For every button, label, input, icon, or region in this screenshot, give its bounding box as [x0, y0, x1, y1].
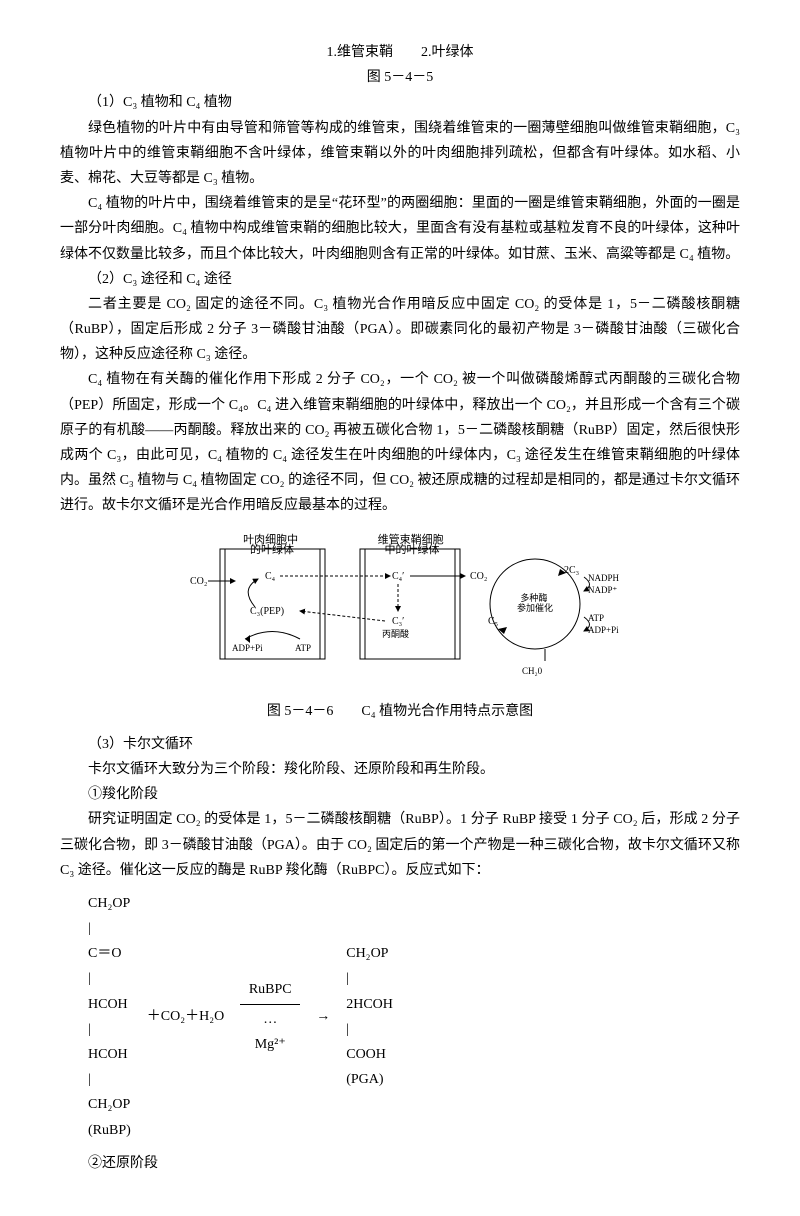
rubp-l8: |	[88, 1067, 131, 1092]
nadph-label: NADPH	[588, 573, 620, 583]
figure-5-4-5-legend: 1.维管束鞘 2.叶绿体	[60, 40, 740, 65]
section-1-p1: 绿色植物的叶片中有由导管和筛管等构成的维管束，围绕着维管束的一圈薄壁细胞叫做维管…	[60, 116, 740, 192]
c3-prime-label: C₃′	[392, 616, 404, 627]
reaction-plus: ＋CO₂＋H₂O	[139, 891, 232, 1143]
leaf-label-2: 的叶绿体	[250, 542, 294, 556]
svg-text:维管束鞘细胞 中的叶绿体: 维管束鞘细胞 中的叶绿体	[378, 532, 447, 556]
adp-pi2-label: ADP+Pi	[588, 625, 619, 635]
pga-l2: |	[346, 966, 393, 991]
nadp-label: NADP⁺	[588, 585, 618, 595]
section-3-sub1: ①羧化阶段	[60, 782, 740, 807]
co2-right-label: CO₂	[470, 571, 487, 582]
figure-5-4-6-caption: 图 5－4－6 C₄ 植物光合作用特点示意图	[60, 699, 740, 724]
section-3-p1: 卡尔文循环大致分为三个阶段：羧化阶段、还原阶段和再生阶段。	[60, 757, 740, 782]
svg-text:叶肉细胞中 的叶绿体: 叶肉细胞中 的叶绿体	[243, 533, 301, 556]
rubp-l7: HCOH	[88, 1042, 131, 1067]
rubp-l5: HCOH	[88, 992, 131, 1017]
atp-label: ATP	[295, 643, 311, 653]
section-3-p2: 研究证明固定 CO₂ 的受体是 1，5－二磷酸核酮糖（RuBP）。1 分子 Ru…	[60, 807, 740, 883]
section-3-heading: （3）卡尔文循环	[60, 732, 740, 757]
rubp-l10: (RuBP)	[88, 1118, 131, 1143]
rubp-l2: |	[88, 916, 131, 941]
ch2o-label: CH₂0	[522, 666, 543, 676]
enzymes-1: 多种酶	[520, 592, 547, 603]
atp2-label: ATP	[588, 613, 604, 623]
section-2-heading: （2）C₃ 途径和 C₄ 途径	[60, 267, 740, 292]
section-4-sub2: ②还原阶段	[60, 1151, 740, 1176]
rubp-l3: C＝O	[88, 941, 131, 966]
section-2-p2: C₄ 植物在有关酶的催化作用下形成 2 分子 CO₂，一个 CO₂ 被一个叫做磷…	[60, 367, 740, 518]
pga-l5: COOH	[346, 1042, 393, 1067]
reaction-enzyme: RuBPC	[240, 977, 300, 1002]
c4-prime-label: C₄′	[392, 571, 404, 582]
pga-l1: CH₂OP	[346, 941, 393, 966]
pga-l3: 2HCOH	[346, 992, 393, 1017]
enzymes-2: 参加催化	[517, 602, 553, 613]
reaction-mg: Mg²⁺	[240, 1032, 300, 1057]
co2-left: CO₂	[190, 576, 207, 587]
rubp-l9: CH₂OP	[88, 1092, 131, 1117]
c3-pep-label: C₃(PEP)	[250, 606, 284, 617]
reaction-arrow: →	[308, 891, 338, 1143]
svg-text:多种酶 参加催化: 多种酶 参加催化	[517, 592, 553, 613]
c5-label: C₅	[488, 616, 498, 627]
pga-l4: |	[346, 1017, 393, 1042]
pyruvate-label: 丙酮酸	[382, 629, 409, 639]
adp-pi-label: ADP+Pi	[232, 643, 263, 653]
two-c3-label: 2C₃	[564, 565, 579, 576]
reaction-dots: …	[240, 1007, 300, 1032]
pga-l6: (PGA)	[346, 1067, 393, 1092]
rubp-l6: |	[88, 1017, 131, 1042]
bs-label-2: 中的叶绿体	[385, 542, 440, 556]
section-2-p1: 二者主要是 CO₂ 固定的途径不同。C₃ 植物光合作用暗反应中固定 CO₂ 的受…	[60, 292, 740, 368]
figure-5-4-5-label: 图 5－4－5	[60, 65, 740, 90]
rubp-l4: |	[88, 966, 131, 991]
section-1-p2: C₄ 植物的叶片中，围绕着维管束的是呈“花环型”的两圈细胞：里面的一圈是维管束鞘…	[60, 191, 740, 267]
rubp-l1: CH₂OP	[88, 891, 131, 916]
rubp-reaction: CH₂OP | C＝O | HCOH | HCOH | CH₂OP (RuBP)…	[88, 891, 393, 1143]
c4-label: C₄	[265, 571, 276, 582]
section-1-heading: （1）C₃ 植物和 C₄ 植物	[60, 90, 740, 115]
c4-photosynthesis-diagram: 叶肉细胞中 的叶绿体 CO₂ C₄ C₃(PEP) ADP+Pi ATP 维管束…	[160, 529, 640, 689]
